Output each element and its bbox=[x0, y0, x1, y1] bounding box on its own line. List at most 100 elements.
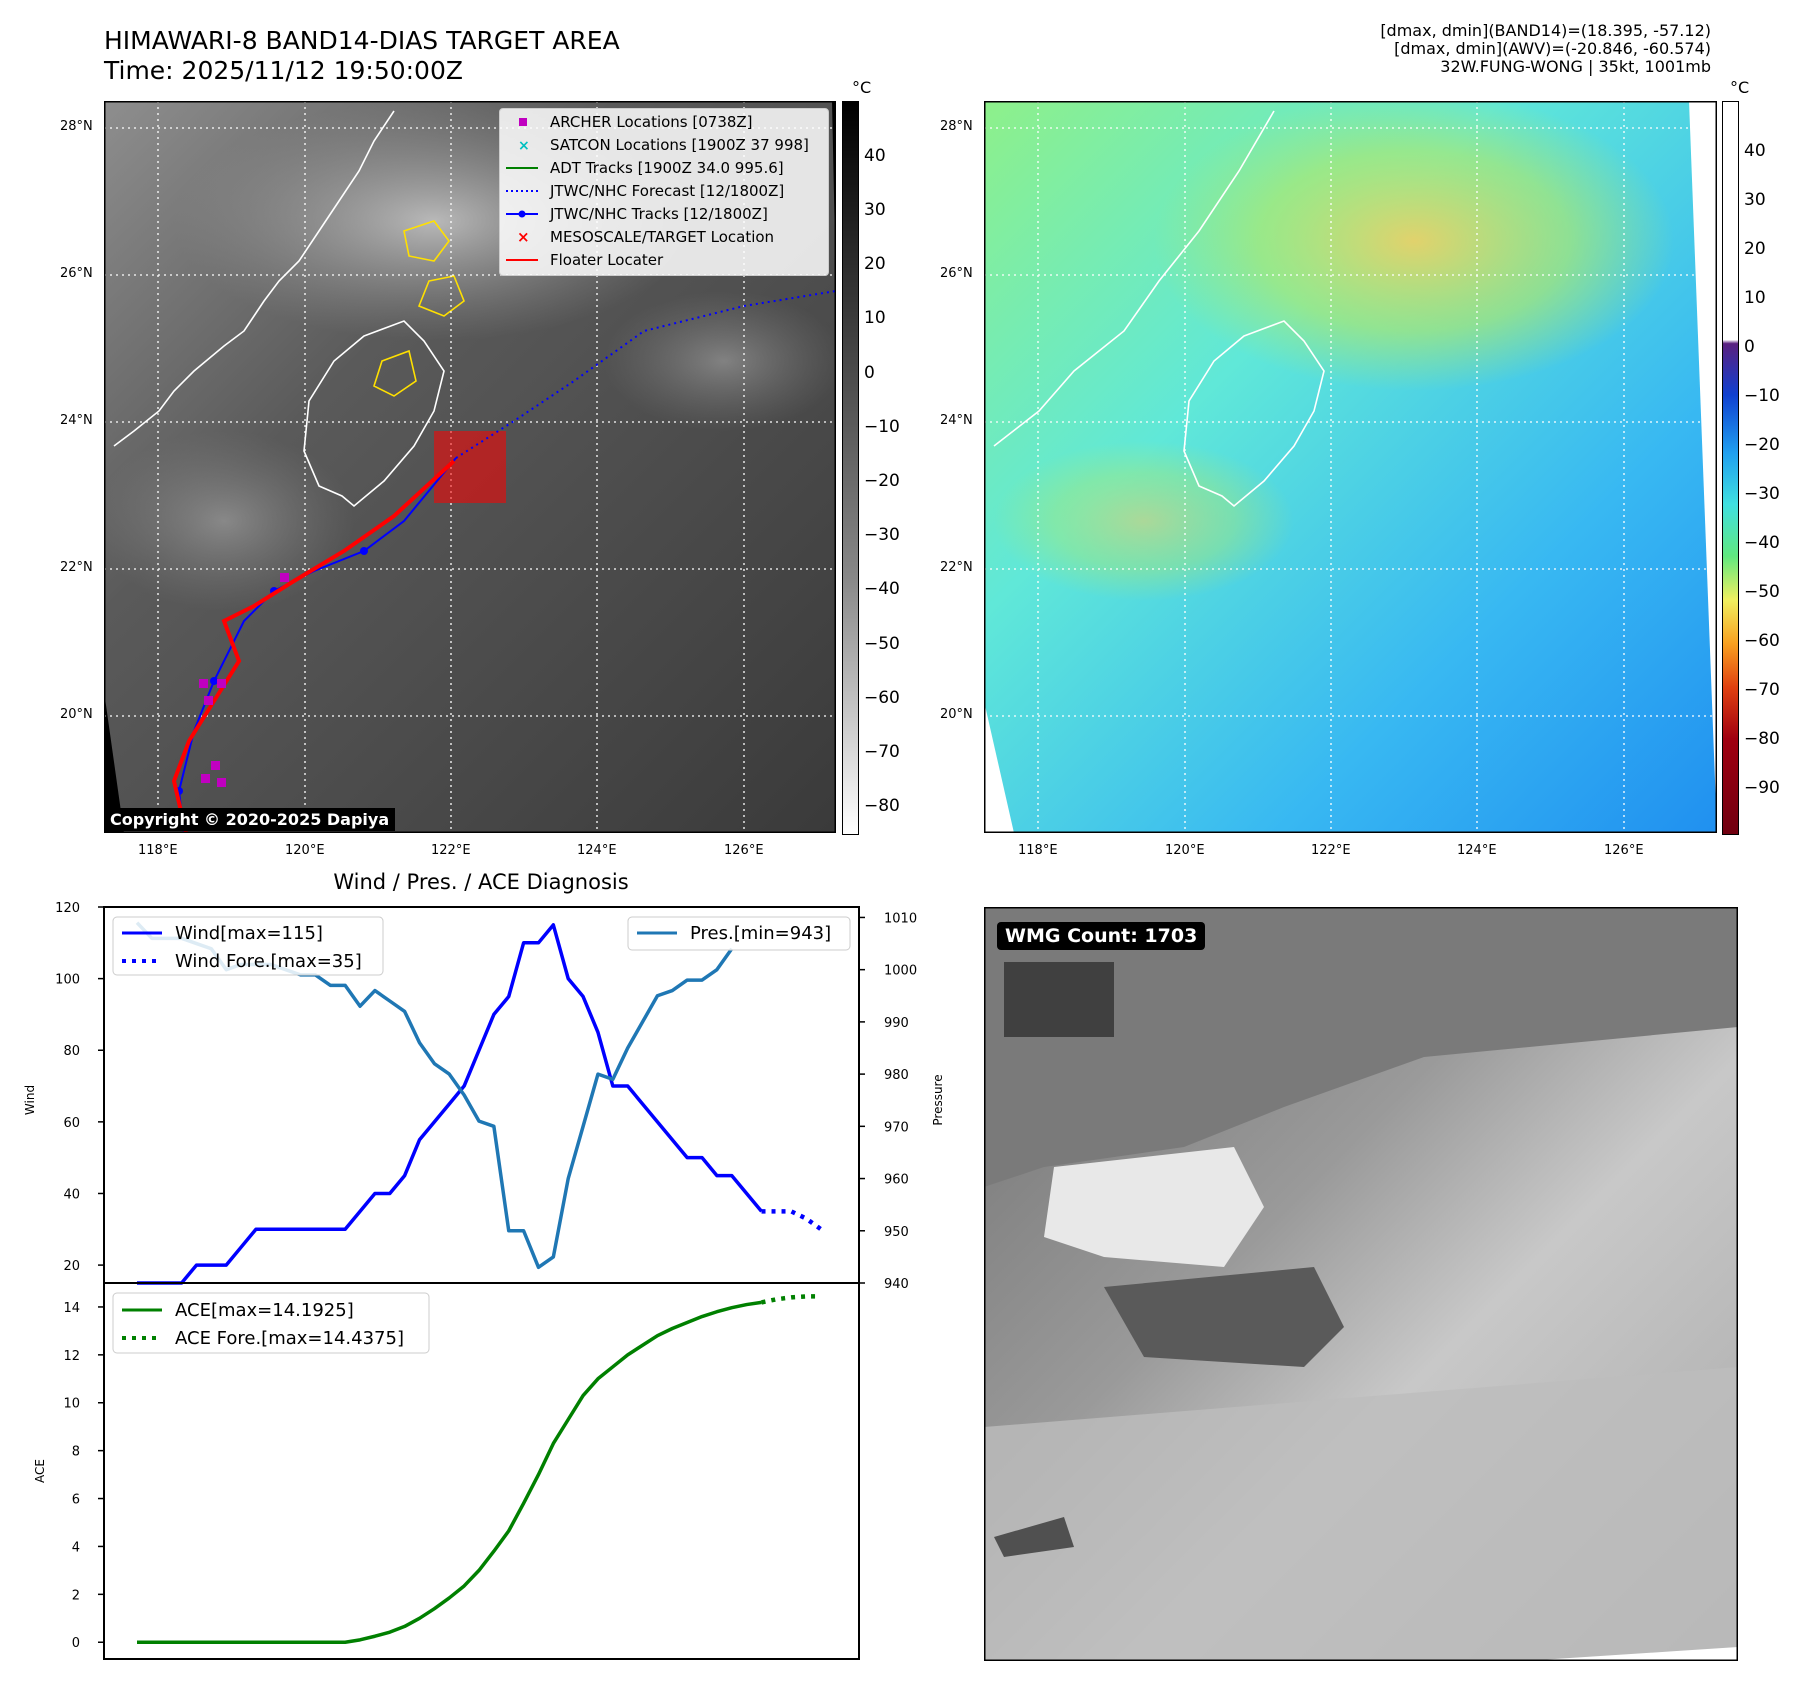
ace-lines bbox=[137, 1294, 821, 1644]
pressure-legend: Pres.[min=943] bbox=[627, 916, 851, 951]
info-line-3: 32W.FUNG-WONG | 35kt, 1001mb bbox=[1440, 57, 1711, 76]
wv-cb-tick: −40 bbox=[1744, 533, 1780, 553]
wv-cb-tick: −70 bbox=[1744, 680, 1780, 700]
legend-pressure-label: Pres.[min=943] bbox=[690, 923, 831, 944]
ir-cb-tick: −60 bbox=[864, 688, 900, 708]
legend-ace-label: ACE[max=14.1925] bbox=[175, 1300, 354, 1321]
wv-grid bbox=[984, 101, 1717, 833]
wmg-count-label: WMG Count: 1703 bbox=[997, 922, 1206, 950]
wv-cb-tick: 40 bbox=[1744, 141, 1766, 161]
wmg-lower-region bbox=[984, 1367, 1738, 1661]
wv-map-panel bbox=[984, 101, 1717, 833]
lon-label: 120°E bbox=[285, 843, 325, 858]
wv-colorbar-ticks: 40 30 20 10 0 −10 −20 −30 −40 −50 −60 −7… bbox=[1744, 101, 1794, 833]
legend-satcon-marker: × bbox=[518, 138, 530, 154]
wv-cb-tick: −10 bbox=[1744, 386, 1780, 406]
ace-panel-frame bbox=[103, 1282, 860, 1660]
lat-label: 28°N bbox=[60, 119, 93, 134]
wind-axis-label: Wind bbox=[23, 1085, 37, 1115]
ir-cb-tick: −40 bbox=[864, 579, 900, 599]
wind-lines bbox=[135, 921, 823, 1285]
lon-label: 126°E bbox=[724, 843, 764, 858]
ir-colorbar-ticks: 40 30 20 10 0 −10 −20 −30 −40 −50 −60 −7… bbox=[864, 101, 924, 833]
lat-label: 24°N bbox=[940, 413, 973, 428]
pressure-tick-label: 960 bbox=[884, 1173, 909, 1188]
ir-cb-tick: 10 bbox=[864, 308, 886, 328]
wind-tick-label: 40 bbox=[63, 1187, 80, 1202]
lat-label: 22°N bbox=[940, 560, 973, 575]
title-line-1: HIMAWARI-8 BAND14-DIAS TARGET AREA bbox=[104, 26, 620, 55]
copyright-label: Copyright © 2020-2025 Dapiya bbox=[104, 808, 396, 831]
series-ace-forecast-line bbox=[761, 1294, 821, 1305]
lat-label: 20°N bbox=[940, 707, 973, 722]
ace-yticks: 0 2 4 6 8 10 12 14 bbox=[63, 1301, 104, 1651]
ace-tick-label: 4 bbox=[72, 1540, 80, 1555]
wv-cb-tick: −80 bbox=[1744, 729, 1780, 749]
pressure-axis-label: Pressure bbox=[931, 1074, 945, 1125]
series-wind-forecast-line bbox=[761, 1209, 823, 1232]
lon-label: 118°E bbox=[138, 843, 178, 858]
lat-label: 28°N bbox=[940, 119, 973, 134]
series-wind-line bbox=[137, 923, 763, 1285]
wind-tick-label: 20 bbox=[63, 1259, 80, 1274]
lat-label: 22°N bbox=[60, 560, 93, 575]
pressure-yticks: 940 950 960 970 980 990 1000 1010 bbox=[859, 911, 917, 1292]
wind-legend: Wind[max=115] Wind Fore.[max=35] bbox=[112, 916, 384, 976]
pressure-tick-label: 940 bbox=[884, 1277, 909, 1292]
wv-cb-tick: −20 bbox=[1744, 435, 1780, 455]
wind-tick-label: 100 bbox=[55, 973, 80, 988]
ir-cb-tick: −80 bbox=[864, 796, 900, 816]
ace-tick-label: 10 bbox=[63, 1397, 80, 1412]
ir-cb-tick: −10 bbox=[864, 417, 900, 437]
wind-tick-label: 80 bbox=[63, 1044, 80, 1059]
ir-cb-tick: −20 bbox=[864, 471, 900, 491]
ace-tick-label: 8 bbox=[72, 1445, 80, 1460]
ace-axis-label: ACE bbox=[33, 1459, 47, 1483]
lat-label: 26°N bbox=[60, 266, 93, 281]
ir-map-frame bbox=[104, 101, 836, 833]
wv-cb-tick: 10 bbox=[1744, 288, 1766, 308]
ace-tick-label: 12 bbox=[63, 1349, 80, 1364]
wmg-cold-block bbox=[1004, 962, 1114, 1037]
taiwan-coastline bbox=[303, 320, 445, 508]
wmg-no-data-edge bbox=[1524, 1647, 1738, 1661]
ir-cb-tick: −70 bbox=[864, 742, 900, 762]
ir-legend-svg: ARCHER Locations [0738Z] × SATCON Locati… bbox=[506, 113, 809, 269]
lon-label: 126°E bbox=[1604, 843, 1644, 858]
cold-cloud-contours bbox=[373, 220, 465, 397]
legend-jtwc-dot bbox=[518, 210, 526, 218]
info-line-1: [dmax, dmin](BAND14)=(18.395, -57.12) bbox=[1380, 21, 1711, 40]
lat-label: 24°N bbox=[60, 413, 93, 428]
mainland-coastline bbox=[993, 110, 1275, 447]
lat-label: 26°N bbox=[940, 266, 973, 281]
figure-title: HIMAWARI-8 BAND14-DIAS TARGET AREA Time:… bbox=[104, 26, 620, 86]
legend-ace-fore-label: ACE Fore.[max=14.4375] bbox=[175, 1328, 404, 1349]
ace-legend: ACE[max=14.1925] ACE Fore.[max=14.4375] bbox=[112, 1292, 430, 1354]
moist-region bbox=[1154, 101, 1674, 391]
cloud-band bbox=[104, 431, 354, 611]
wind-tick-label: 60 bbox=[63, 1116, 80, 1131]
pressure-tick-label: 1000 bbox=[884, 964, 917, 979]
wmg-dark-region bbox=[984, 907, 1738, 1187]
legend-wind-fore-label: Wind Fore.[max=35] bbox=[175, 951, 362, 972]
wv-cb-tick: 20 bbox=[1744, 239, 1766, 259]
wv-colorbar-unit: °C bbox=[1730, 78, 1750, 97]
ir-colorbar bbox=[842, 101, 859, 835]
moist-region bbox=[994, 441, 1294, 601]
info-line-2: [dmax, dmin](AWV)=(-20.846, -60.574) bbox=[1394, 39, 1711, 58]
legend-jtwc-label: JTWC/NHC Tracks [12/1800Z] bbox=[549, 205, 768, 223]
archer-locations bbox=[199, 573, 289, 787]
wmg-frame bbox=[984, 907, 1738, 1661]
no-data-corner bbox=[104, 691, 124, 833]
wmg-panel bbox=[984, 907, 1738, 1661]
diagnosis-charts: Wind / Pres. / ACE Diagnosis Wind Pressu… bbox=[23, 870, 945, 1660]
wv-cb-tick: −50 bbox=[1744, 582, 1780, 602]
wv-cb-tick: −60 bbox=[1744, 631, 1780, 651]
ir-cb-tick: 30 bbox=[864, 200, 886, 220]
storm-info: [dmax, dmin](BAND14)=(18.395, -57.12) [d… bbox=[1380, 22, 1711, 76]
lon-label: 124°E bbox=[577, 843, 617, 858]
wv-cb-tick: −90 bbox=[1744, 778, 1780, 798]
mainland-coastline bbox=[113, 110, 395, 447]
wind-chart-title: Wind / Pres. / ACE Diagnosis bbox=[333, 870, 628, 894]
pressure-tick-label: 980 bbox=[884, 1068, 909, 1083]
